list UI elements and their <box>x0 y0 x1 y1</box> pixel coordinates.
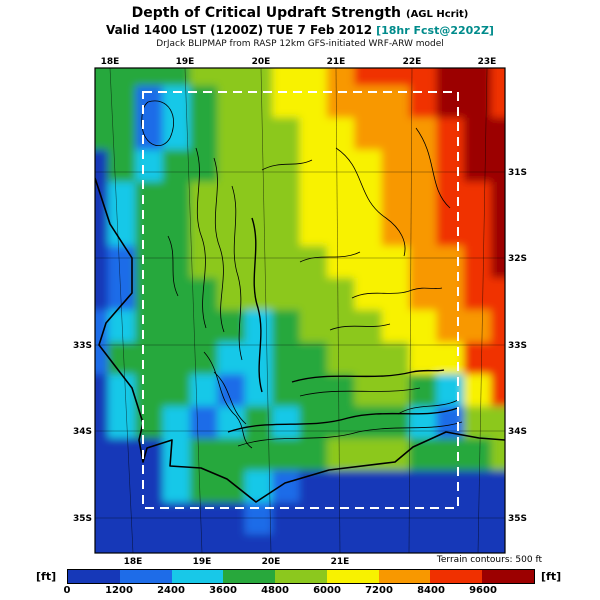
terrain-contours-note: Terrain contours: 500 ft <box>436 555 542 565</box>
colorbar-segment <box>275 570 327 583</box>
terrain-contour-lines <box>141 100 463 449</box>
lon-tick-label-top: 21E <box>327 57 346 67</box>
colorbar-unit-left: [ft] <box>36 570 57 583</box>
lat-tick-label-right: 33S <box>508 341 527 351</box>
colorbar-tick-label: 7200 <box>365 585 393 596</box>
plot-title: Depth of Critical Updraft Strength (AGL H… <box>0 5 600 21</box>
colorbar-unit-right: [ft] <box>541 570 562 583</box>
meridian-line <box>408 68 413 553</box>
terrain-contour <box>299 251 361 263</box>
colorbar-tick-label: 0 <box>63 585 71 596</box>
colorbar-segment <box>430 570 483 583</box>
meridian-line <box>184 68 203 553</box>
map-frame <box>94 67 506 554</box>
colorbar-segment <box>119 570 172 583</box>
terrain-contour <box>329 323 391 331</box>
lat-tick-label-right: 31S <box>508 168 527 178</box>
valid-time-line: Valid 1400 LST (1200Z) TUE 7 Feb 2012 [18… <box>0 23 600 37</box>
terrain-contour <box>227 407 459 433</box>
lat-tick-label-right: 32S <box>508 254 527 264</box>
terrain-contour <box>195 147 207 329</box>
colorbar-tick-label: 8400 <box>417 585 445 596</box>
lon-tick-label-top: 23E <box>478 57 497 67</box>
lat-tick-label-left: 33S <box>73 341 92 351</box>
terrain-contour <box>351 287 443 299</box>
colorbar-tick-labels: 0 1200 2400 3600 4800 6000 7200 8400 9600 <box>63 585 537 597</box>
terrain-contour <box>167 235 179 297</box>
terrain-contour <box>299 387 421 397</box>
lon-tick-label-top: 19E <box>176 57 195 67</box>
meridian-line <box>260 68 272 553</box>
colorbar-tick-label: 3600 <box>209 585 237 596</box>
terrain-contour <box>237 421 463 447</box>
lon-tick-label-bottom: 18E <box>124 557 143 567</box>
terrain-contour <box>335 147 406 257</box>
colorbar-tick-label: 6000 <box>313 585 341 596</box>
inner-nest-boundary <box>142 91 459 509</box>
terrain-contour <box>251 217 263 393</box>
colorbar-segment <box>326 570 379 583</box>
valid-time-text: Valid 1400 LST (1200Z) TUE 7 Feb 2012 <box>106 23 373 37</box>
lat-tick-label-right: 34S <box>508 427 527 437</box>
plot-title-text: Depth of Critical Updraft Strength <box>131 5 401 21</box>
colorbar-tick-label: 2400 <box>157 585 185 596</box>
lon-tick-label-bottom: 21E <box>331 557 350 567</box>
lon-tick-label-top: 18E <box>101 57 120 67</box>
terrain-contour <box>415 127 451 209</box>
colorbar-segment <box>378 570 431 583</box>
colorbar-segment <box>171 570 224 583</box>
model-credit-text: DrJack BLIPMAP from RASP 12km GFS-initia… <box>156 39 444 49</box>
lat-tick-label-left: 34S <box>73 427 92 437</box>
colorbar-tick-label: 4800 <box>261 585 289 596</box>
graticule <box>95 68 505 553</box>
plot-title-units: (AGL Hcrit) <box>406 9 469 20</box>
terrain-contour <box>213 157 225 333</box>
terrain-contour <box>397 399 459 415</box>
axis-labels: 18E 18E 19E 19E 20E 20E 21E 21E 22E 23E 31S 32S 33S 3… <box>73 57 527 567</box>
colorbar <box>67 569 535 584</box>
lon-tick-label-top: 20E <box>252 57 271 67</box>
colorbar-segment <box>68 570 120 583</box>
forecast-init-text: [18hr Fcst@2202Z] <box>376 24 494 37</box>
lat-tick-label-left: 35S <box>73 514 92 524</box>
terrain-contour <box>231 185 243 361</box>
colorbar-tick-label: 1200 <box>105 585 133 596</box>
field-layer <box>95 68 505 553</box>
terrain-contour <box>291 369 445 383</box>
lon-tick-label-bottom: 19E <box>193 557 212 567</box>
colorbar-segment <box>223 570 276 583</box>
lon-tick-label-top: 22E <box>403 57 422 67</box>
lon-tick-label-bottom: 20E <box>262 557 281 567</box>
terrain-contour <box>261 159 313 171</box>
meridian-line <box>109 68 134 553</box>
terrain-contour <box>213 371 247 425</box>
coastline <box>95 177 505 503</box>
lat-tick-label-right: 35S <box>508 514 527 524</box>
terrain-contour <box>203 351 253 449</box>
colorbar-tick-label: 9600 <box>469 585 497 596</box>
colorbar-segment <box>482 570 535 583</box>
meridian-line <box>477 68 488 553</box>
